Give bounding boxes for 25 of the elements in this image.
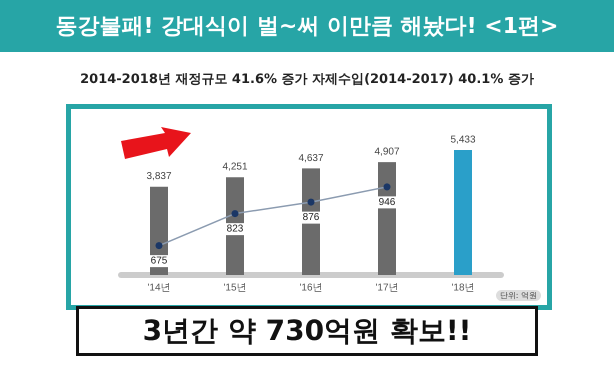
data-label: 4,637 — [298, 152, 324, 164]
bar — [302, 168, 320, 275]
x-tick-label: '15년 — [223, 282, 247, 294]
x-tick-label: '16년 — [299, 282, 323, 294]
bar — [454, 150, 472, 275]
data-label: 4,907 — [374, 146, 400, 158]
chart-subtitle: 2014-2018년 재정규모 41.6% 증가 자제수입(2014-2017) 40.1% 증가 — [79, 71, 535, 88]
point — [156, 242, 162, 250]
text: 단위: 억원 — [496, 290, 541, 301]
chart-title: 동강불패! 강대식이 벌~써 이만큼 해놨다! <1편> — [0, 0, 614, 52]
x-tick-label: '17년 — [375, 282, 399, 294]
x-tick-label: '14년 — [147, 282, 171, 294]
point — [384, 183, 390, 190]
data-label: 946 — [378, 196, 396, 208]
x-tick-label: '18년 — [451, 282, 475, 294]
point — [308, 198, 314, 206]
data-label: 675 — [150, 256, 168, 267]
data-label: 876 — [302, 212, 320, 224]
data-label: 4,251 — [222, 162, 248, 173]
data-label: 5,433 — [450, 134, 476, 146]
point — [232, 210, 238, 218]
bar — [378, 162, 396, 275]
data-label: 823 — [226, 224, 244, 235]
text: 3년간 약 730억원 확보!! — [76, 306, 538, 356]
data-label: 3,837 — [146, 171, 172, 182]
